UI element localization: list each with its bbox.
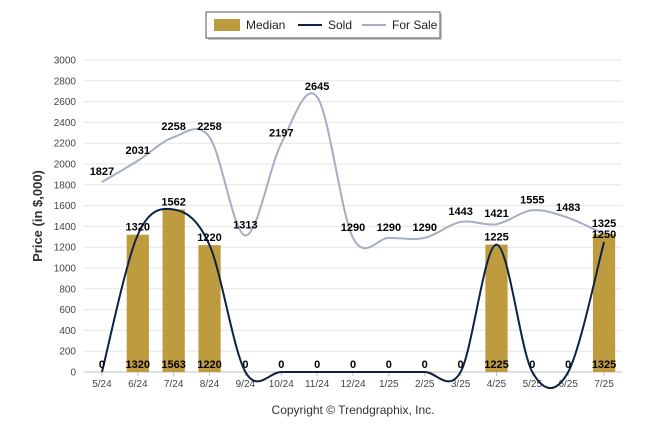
legend-box xyxy=(205,11,441,39)
sold-data-label: 0 xyxy=(278,359,284,371)
x-tick-label: 7/24 xyxy=(164,379,184,390)
sold-data-label: 0 xyxy=(565,359,571,371)
legend[interactable]: Median Sold For Sale xyxy=(205,11,442,40)
sold-line xyxy=(100,207,606,390)
y-tick-label: 1600 xyxy=(54,201,77,212)
for-sale-data-label: 1290 xyxy=(341,222,365,234)
x-tick-label: 11/24 xyxy=(305,379,330,390)
y-tick-label: 2400 xyxy=(54,118,77,129)
for-sale-data-label: 1827 xyxy=(90,166,114,178)
legend-sold-label[interactable]: Sold xyxy=(328,18,352,32)
legend-median-label[interactable]: Median xyxy=(246,18,285,32)
median-bar xyxy=(162,209,185,372)
y-tick-label: 0 xyxy=(70,368,76,379)
sold-data-label: 0 xyxy=(242,359,248,371)
x-tick-label: 6/25 xyxy=(558,379,578,390)
for-sale-data-label: 1421 xyxy=(484,208,508,220)
y-tick-label: 2000 xyxy=(54,160,77,171)
y-axis-label: Price (in $,000) xyxy=(30,170,45,262)
sold-data-label: 1220 xyxy=(197,232,221,244)
for-sale-data-label: 2645 xyxy=(305,81,329,93)
y-tick-label: 600 xyxy=(59,305,76,316)
for-sale-data-label: 1290 xyxy=(412,222,436,234)
x-tick-label: 3/25 xyxy=(451,379,471,390)
y-tick-label: 1400 xyxy=(54,222,77,233)
x-tick-label: 7/25 xyxy=(594,379,614,390)
sold-data-label: 0 xyxy=(99,359,105,371)
median-data-label: 1320 xyxy=(126,359,150,371)
for-sale-data-label: 1555 xyxy=(520,194,544,206)
y-tick-label: 2800 xyxy=(54,76,77,87)
median-data-label: 1563 xyxy=(161,359,185,371)
for-sale-data-label: 2258 xyxy=(161,121,185,133)
x-tick-label: 5/24 xyxy=(92,379,112,390)
y-tick-label: 400 xyxy=(59,326,76,337)
for-sale-data-label: 1483 xyxy=(556,202,580,214)
sold-data-label: 1320 xyxy=(126,222,150,234)
y-tick-label: 3000 xyxy=(54,56,77,67)
series-lines xyxy=(100,92,606,390)
x-tick-label: 6/24 xyxy=(128,379,148,390)
sold-data-label: 0 xyxy=(314,359,320,371)
x-tick-label: 1/25 xyxy=(379,379,399,390)
median-data-label: 1220 xyxy=(197,359,221,371)
sold-data-label: 0 xyxy=(350,359,356,371)
median-bar xyxy=(592,234,616,372)
for-sale-data-label: 1313 xyxy=(233,219,257,231)
y-tick-label: 2600 xyxy=(54,97,77,108)
sold-data-label: 0 xyxy=(422,359,428,371)
median-data-label: 1225 xyxy=(484,359,508,371)
sold-data-label: 0 xyxy=(458,359,464,371)
y-tick-label: 200 xyxy=(59,347,76,358)
y-tick-label: 2200 xyxy=(54,139,77,150)
x-tick-label: 9/24 xyxy=(236,379,256,390)
y-tick-label: 1800 xyxy=(54,180,77,191)
sold-data-label: 1562 xyxy=(161,197,185,209)
sold-data-label: 0 xyxy=(529,359,535,371)
copyright-footer: Copyright © Trendgraphix, Inc. xyxy=(272,403,435,417)
sold-data-label: 1250 xyxy=(592,229,616,241)
x-tick-label: 2/25 xyxy=(415,379,435,390)
for-sale-data-label: 2031 xyxy=(126,145,150,157)
x-tick-label: 8/24 xyxy=(200,379,220,390)
sold-data-label: 0 xyxy=(386,359,392,371)
for-sale-data-label: 2258 xyxy=(197,121,221,133)
y-tick-label: 1000 xyxy=(54,264,77,275)
for-sale-data-label: 2197 xyxy=(269,128,293,140)
median-bar xyxy=(126,234,149,372)
x-tick-label: 5/25 xyxy=(523,379,543,390)
for-sale-data-label: 1290 xyxy=(377,222,401,234)
for-sale-line xyxy=(101,92,605,250)
median-bar xyxy=(198,245,221,372)
legend-median-swatch xyxy=(214,19,240,31)
sold-data-label: 1225 xyxy=(484,232,508,244)
data-labels: 1827 2031 2258 2258 1313 2197 2645 1290 1290 1290… xyxy=(90,81,617,371)
for-sale-data-label: 1443 xyxy=(448,206,472,218)
for-sale-data-label: 1325 xyxy=(592,218,616,230)
y-tick-label: 800 xyxy=(59,284,76,295)
x-tick-label: 4/25 xyxy=(487,379,507,390)
x-tick-label: 12/24 xyxy=(340,379,365,390)
y-tick-label: 1200 xyxy=(54,243,77,254)
x-tick-label: 10/24 xyxy=(269,379,294,390)
legend-for-sale-label[interactable]: For Sale xyxy=(392,18,438,32)
median-bar xyxy=(485,244,508,372)
median-data-label: 1325 xyxy=(592,359,616,371)
